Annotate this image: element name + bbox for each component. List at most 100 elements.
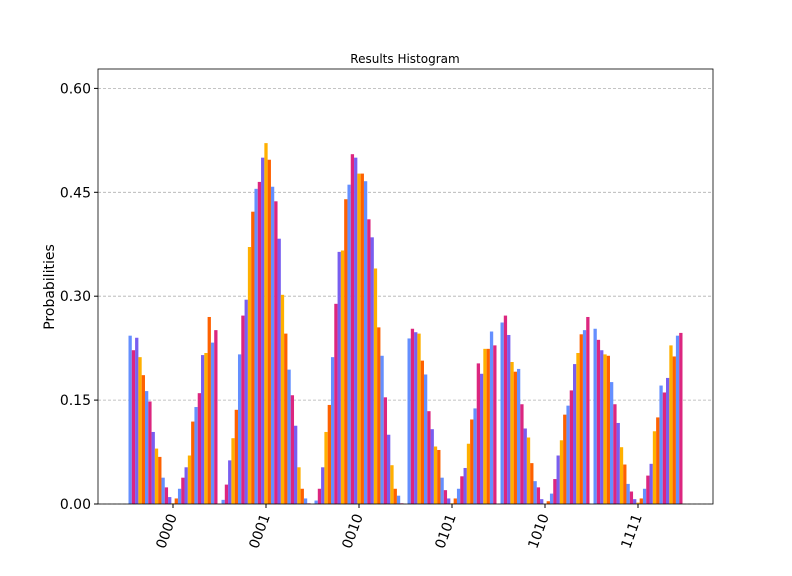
bar: [184, 467, 188, 504]
bar: [284, 333, 288, 504]
bar: [530, 463, 534, 504]
bar: [138, 357, 142, 504]
bar: [476, 363, 481, 504]
bar: [473, 408, 477, 504]
bar: [360, 173, 364, 505]
bar: [270, 186, 275, 505]
bar: [297, 467, 301, 504]
bar: [483, 348, 487, 504]
bar: [453, 498, 457, 504]
bar: [666, 377, 670, 504]
bar: [456, 488, 461, 504]
bar: [443, 490, 448, 504]
bar: [503, 315, 508, 504]
bar: [593, 328, 597, 504]
bar: [396, 495, 401, 504]
bar: [234, 409, 238, 504]
bar: [300, 488, 304, 504]
bar: [513, 371, 517, 504]
bar: [613, 404, 617, 504]
bar: [579, 334, 583, 504]
bar: [321, 467, 325, 504]
bar: [679, 332, 683, 504]
bar: [261, 157, 265, 504]
bar: [154, 448, 159, 504]
bar: [662, 392, 667, 504]
bar: [563, 414, 567, 504]
bar: [377, 327, 381, 504]
bar: [433, 446, 438, 504]
bar: [144, 391, 149, 504]
bar: [387, 434, 391, 504]
bar: [267, 159, 271, 504]
bar: [204, 352, 208, 504]
bar: [652, 431, 657, 504]
bar: [363, 181, 368, 504]
bar: [466, 443, 471, 504]
bar: [330, 357, 335, 504]
bar: [254, 188, 258, 504]
bar: [251, 211, 255, 504]
bar: [161, 477, 165, 504]
x-tick-label: 0000: [154, 512, 181, 551]
bar: [294, 425, 298, 504]
bar: [417, 333, 421, 504]
bar: [546, 501, 550, 504]
bar: [390, 465, 394, 504]
bar: [540, 499, 544, 504]
bar: [168, 497, 172, 504]
bar: [460, 476, 464, 504]
x-tick-label: 0101: [433, 512, 460, 551]
bar: [317, 488, 322, 504]
bar: [334, 303, 338, 504]
bar: [582, 330, 587, 504]
bar: [290, 395, 295, 504]
bar: [559, 440, 564, 504]
bar: [274, 201, 278, 504]
y-axis-label: Probabilities: [42, 244, 58, 330]
bar: [440, 477, 444, 504]
bar: [194, 407, 198, 504]
bar: [669, 345, 673, 504]
bar: [437, 449, 441, 504]
bar: [287, 369, 291, 504]
bar: [280, 294, 285, 504]
bar: [626, 483, 630, 504]
bar: [187, 455, 192, 504]
y-tick-label: 0.30: [60, 289, 91, 305]
bar: [264, 143, 268, 504]
bar: [347, 184, 351, 504]
bar: [596, 339, 601, 504]
bar: [566, 405, 570, 504]
bar: [520, 404, 524, 504]
bar: [606, 355, 610, 504]
bar: [576, 352, 580, 504]
bar: [619, 447, 624, 504]
bar: [221, 499, 225, 504]
bar: [493, 345, 497, 504]
bar: [151, 431, 155, 504]
bar: [214, 330, 218, 504]
bar: [675, 335, 680, 504]
bar: [324, 431, 328, 504]
bar: [257, 181, 262, 504]
bar: [224, 484, 229, 504]
bar: [370, 237, 374, 504]
bar: [337, 251, 341, 504]
bar: [164, 487, 169, 504]
bar: [303, 498, 308, 504]
bar: [656, 417, 660, 504]
bar: [383, 397, 388, 504]
bar: [181, 477, 185, 504]
bar: [427, 411, 431, 504]
y-tick-label: 0.15: [60, 393, 91, 409]
bar: [340, 250, 345, 504]
bar: [659, 385, 663, 504]
x-tick-label: 0001: [247, 512, 274, 551]
bar: [414, 332, 418, 504]
bar: [277, 238, 281, 504]
bar: [633, 499, 637, 504]
y-tick-label: 0.45: [60, 185, 91, 201]
